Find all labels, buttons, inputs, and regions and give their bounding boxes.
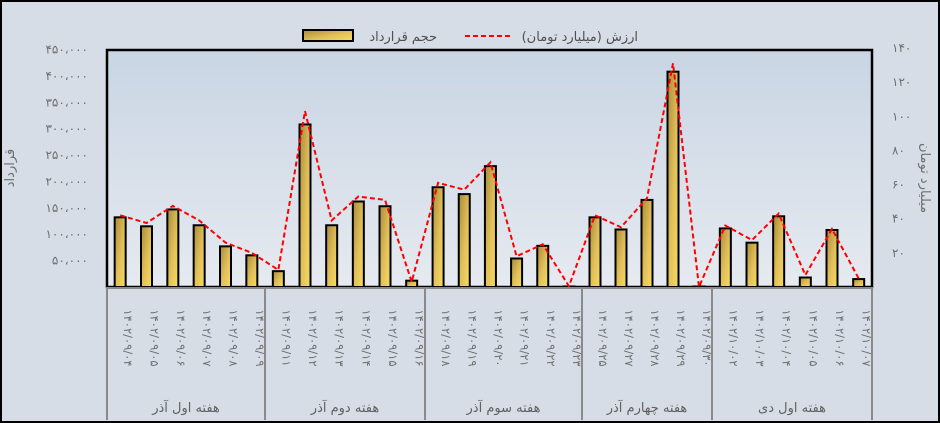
plot-area bbox=[105, 48, 874, 291]
legend-bar-label: حجم قرارداد bbox=[369, 30, 437, 45]
bar bbox=[192, 224, 206, 288]
group-label: هفته اول آذر bbox=[151, 399, 220, 416]
bar bbox=[351, 200, 365, 288]
x-tick-label: ۱۴۰۲/۰۹/۰۸ bbox=[227, 309, 241, 366]
x-tick-label: ۱۴۰۲/۱۰/۰۶ bbox=[833, 309, 847, 366]
x-tick-label: ۱۴۰۲/۰۹/۱۱ bbox=[279, 309, 293, 366]
y-tick-left: ۲۵۰،۰۰۰ bbox=[45, 148, 88, 162]
x-tick-label: ۱۴۰۲/۰۹/۲۳ bbox=[570, 309, 584, 366]
y-tick-left: ۴۰۰،۰۰۰ bbox=[45, 69, 88, 83]
group-label: هفته اول دی bbox=[758, 401, 826, 416]
x-tick-label: ۱۴۰۲/۰۹/۲۹ bbox=[674, 309, 688, 366]
y-tick-right: ۲۰ bbox=[892, 246, 905, 260]
bar bbox=[325, 224, 339, 288]
x-tick-label: ۱۴۰۲/۰۹/۱۵ bbox=[386, 309, 400, 366]
bar bbox=[298, 123, 312, 288]
value-line bbox=[119, 63, 860, 291]
y-tick-left: ۳۵۰،۰۰۰ bbox=[45, 95, 88, 109]
bar bbox=[614, 228, 628, 289]
x-tick-label: ۱۴۰۲/۰۹/۲۷ bbox=[622, 309, 636, 366]
bar bbox=[666, 70, 680, 288]
x-tick-label: ۱۴۰۲/۰۹/۲۸ bbox=[648, 309, 662, 366]
x-tick-label: ۱۴۰۲/۰۹/۰۴ bbox=[121, 309, 135, 366]
bar bbox=[113, 216, 127, 288]
bar bbox=[852, 278, 866, 289]
group-label: هفته چهارم آذر bbox=[606, 399, 688, 416]
x-tick-label: ۱۴۰۲/۱۰/۰۴ bbox=[780, 309, 794, 366]
y-tick-right: ۶۰ bbox=[892, 178, 905, 192]
bar bbox=[640, 198, 654, 289]
bar bbox=[772, 215, 786, 288]
y-tick-right: ۱۲۰ bbox=[892, 75, 911, 89]
y-axis-left-title: قرارداد bbox=[3, 149, 18, 187]
bar bbox=[798, 276, 812, 288]
x-tick-label: ۱۴۰۲/۰۹/۰۹ bbox=[253, 309, 267, 366]
y-tick-right: ۸۰ bbox=[892, 143, 905, 157]
x-tick-label: ۱۴۰۲/۰۹/۱۸ bbox=[439, 309, 453, 366]
x-tick-label: ۱۴۰۲/۰۹/۰۵ bbox=[148, 309, 162, 366]
x-tick-label: ۱۴۰۲/۰۹/۱۴ bbox=[359, 309, 373, 366]
y-axis-right: ۲۰ ۴۰ ۶۰ ۸۰ ۱۰۰ ۱۲۰ ۱۴۰ میلیارد تومان bbox=[892, 41, 932, 260]
bar bbox=[718, 227, 732, 289]
y-tick-left: ۵۰،۰۰۰ bbox=[52, 254, 88, 268]
bar bbox=[457, 193, 471, 288]
x-tick-label: ۱۴۰۲/۱۰/۰۲ bbox=[726, 309, 740, 366]
x-tick-label: ۱۴۰۲/۰۹/۰۶ bbox=[174, 309, 188, 366]
bar bbox=[745, 241, 759, 289]
bar bbox=[825, 229, 839, 288]
y-tick-left: ۱۵۰،۰۰۰ bbox=[45, 201, 88, 215]
bar bbox=[405, 279, 419, 288]
y-tick-left: ۱۰۰،۰۰۰ bbox=[45, 227, 88, 241]
y-axis-left: ۵۰،۰۰۰ ۱۰۰،۰۰۰ ۱۵۰،۰۰۰ ۲۰۰،۰۰۰ ۲۵۰،۰۰۰ ۳۰۰،۰۰… bbox=[3, 43, 88, 268]
y-tick-right: ۴۰ bbox=[892, 212, 905, 226]
x-tick-label: ۱۴۰۲/۱۰/۰۳ bbox=[753, 309, 767, 366]
x-tick-label: ۱۴۰۲/۰۹/۰۷ bbox=[200, 309, 214, 366]
bar bbox=[378, 205, 392, 288]
bar bbox=[510, 257, 524, 288]
x-tick-label: ۱۴۰۲/۰۹/۲۲ bbox=[544, 309, 558, 366]
group-label: هفته دوم آذر bbox=[310, 399, 380, 416]
bar bbox=[431, 186, 445, 288]
bar bbox=[245, 254, 259, 288]
x-tick-label: ۱۴۰۲/۰۹/۱۳ bbox=[333, 309, 347, 366]
group-label: هفته سوم آذر bbox=[466, 399, 541, 416]
x-axis: هفته اول آذر هفته دوم آذر هفته سوم آذر هفته… bbox=[106, 287, 874, 420]
bar bbox=[271, 270, 285, 288]
y-tick-left: ۲۰۰،۰۰۰ bbox=[45, 174, 88, 188]
y-tick-left: ۳۰۰،۰۰۰ bbox=[45, 122, 88, 136]
x-tick-label: ۱۴۰۲/۰۹/۱۶ bbox=[413, 309, 427, 366]
y-tick-right: ۱۰۰ bbox=[892, 109, 911, 123]
y-tick-left: ۴۵۰،۰۰۰ bbox=[45, 43, 88, 57]
legend-line-label: ارزش (میلیارد تومان) bbox=[522, 30, 638, 45]
x-tick-label: ۱۴۰۲/۱۰/۰۷ bbox=[860, 309, 874, 366]
bar bbox=[219, 245, 232, 289]
x-tick-label: ۱۴۰۲/۰۹/۲۱ bbox=[518, 309, 532, 366]
chart-legend: حجم قرارداد ارزش (میلیارد تومان) bbox=[302, 29, 638, 45]
x-tick-label: ۱۴۰۲/۰۹/۳۰ bbox=[700, 309, 714, 366]
y-axis-right-title: میلیارد تومان bbox=[917, 143, 932, 213]
x-tick-label: ۱۴۰۲/۰۹/۱۲ bbox=[306, 309, 320, 366]
y-tick-right: ۱۴۰ bbox=[892, 41, 911, 55]
x-tick-label: ۱۴۰۲/۰۹/۲۵ bbox=[596, 309, 610, 366]
bar bbox=[140, 225, 153, 288]
x-tick-label: ۱۴۰۲/۰۹/۲۰ bbox=[491, 309, 505, 366]
bar bbox=[166, 208, 180, 289]
x-tick-label: ۱۴۰۲/۰۹/۱۹ bbox=[465, 309, 479, 366]
legend-bar-swatch bbox=[302, 29, 354, 42]
x-tick-label: ۱۴۰۲/۱۰/۰۵ bbox=[806, 309, 820, 366]
bar bbox=[483, 165, 497, 288]
